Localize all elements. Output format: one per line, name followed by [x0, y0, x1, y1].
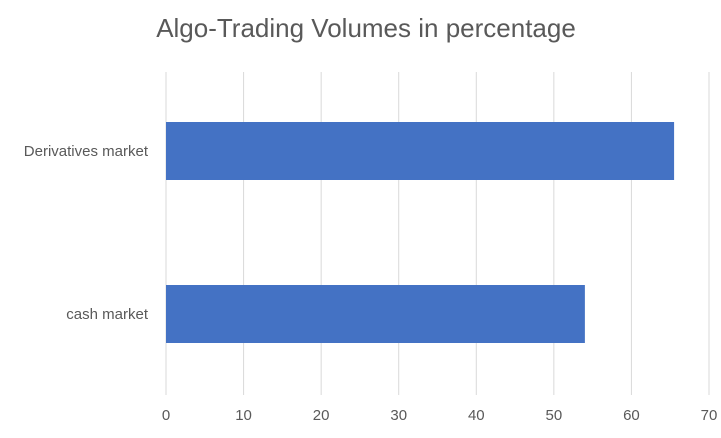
x-tick-label-0: 0 — [162, 407, 170, 424]
x-tick-label-10: 10 — [235, 407, 252, 424]
category-label-derivatives-market: Derivatives market — [24, 143, 149, 160]
x-tick-label-30: 30 — [390, 407, 407, 424]
bars — [166, 122, 675, 343]
x-tick-label-60: 60 — [623, 407, 640, 424]
x-axis-tick-labels: 0 10 20 30 40 50 60 70 — [162, 407, 718, 424]
x-tick-label-50: 50 — [546, 407, 563, 424]
bar-cash-market — [166, 285, 585, 343]
bar-derivatives-market — [166, 122, 675, 180]
x-tick-label-20: 20 — [313, 407, 330, 424]
x-tick-label-70: 70 — [701, 407, 718, 424]
category-label-cash-market: cash market — [66, 306, 149, 323]
chart-title: Algo-Trading Volumes in percentage — [156, 13, 576, 43]
x-tick-label-40: 40 — [468, 407, 485, 424]
gridlines — [165, 72, 710, 395]
category-labels: Derivatives market cash market — [24, 143, 149, 323]
